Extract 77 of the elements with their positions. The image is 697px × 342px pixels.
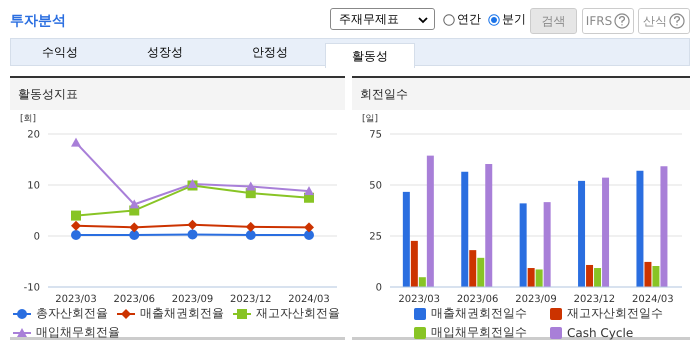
x-tick-label: 2024/03 bbox=[288, 294, 330, 306]
point bbox=[188, 229, 198, 240]
y-tick-label: 20 bbox=[27, 130, 40, 141]
point bbox=[71, 210, 81, 221]
text: 연간 bbox=[457, 11, 481, 28]
y-axis-title: [회] bbox=[20, 113, 36, 125]
bar bbox=[652, 266, 660, 287]
x-tick-label: 2023/03 bbox=[55, 294, 97, 306]
bar bbox=[644, 262, 652, 287]
point bbox=[304, 186, 314, 196]
point bbox=[304, 222, 314, 232]
bar bbox=[426, 156, 434, 287]
bar bbox=[578, 180, 586, 287]
bar bbox=[602, 178, 610, 287]
legend-label: 재고자산회전일수 bbox=[567, 305, 663, 322]
bar bbox=[418, 277, 426, 287]
bar bbox=[636, 170, 644, 287]
text: IFRS bbox=[586, 14, 612, 28]
bar bbox=[586, 264, 594, 287]
text: 검색 bbox=[542, 12, 566, 30]
x-tick-label: 2023/09 bbox=[172, 294, 214, 306]
bar bbox=[660, 166, 668, 287]
bar bbox=[469, 250, 476, 287]
text: 수익성 bbox=[42, 44, 78, 60]
x-tick-label: 2023/12 bbox=[574, 294, 616, 306]
bar bbox=[485, 164, 492, 287]
point bbox=[246, 182, 256, 191]
legend-label: 매출채권회전율 bbox=[140, 305, 224, 322]
bar bbox=[477, 258, 484, 287]
bar bbox=[410, 240, 418, 287]
text: 안정성 bbox=[252, 44, 288, 60]
y-tick-label: 50 bbox=[369, 180, 382, 192]
point bbox=[71, 138, 81, 147]
y-tick-label: 0 bbox=[376, 282, 382, 294]
chart-title: 활동성지표 bbox=[10, 78, 345, 110]
bar bbox=[536, 269, 543, 287]
text: 투자분석 bbox=[10, 12, 66, 30]
y-tick-label: -10 bbox=[24, 282, 40, 294]
bar bbox=[461, 172, 468, 287]
point bbox=[188, 220, 198, 230]
bar bbox=[544, 202, 551, 287]
point bbox=[71, 230, 81, 240]
legend-label: 총자산회전율 bbox=[36, 305, 108, 322]
legend-label: 매출채권회전일수 bbox=[431, 305, 527, 322]
point bbox=[129, 230, 140, 240]
legend-label: 매입채무회전율 bbox=[36, 324, 120, 341]
x-tick-label: 2023/09 bbox=[515, 294, 557, 306]
point bbox=[304, 230, 314, 240]
point bbox=[129, 199, 140, 208]
y-tick-label: 25 bbox=[369, 232, 382, 243]
text: 분기 bbox=[502, 11, 526, 28]
text: 성장성 bbox=[147, 44, 183, 60]
bar bbox=[528, 268, 535, 287]
bar bbox=[402, 192, 410, 287]
x-tick-label: 2023/06 bbox=[456, 294, 498, 306]
bar bbox=[520, 203, 527, 287]
text: 활동성 bbox=[352, 48, 388, 64]
y-tick-label: 75 bbox=[369, 130, 382, 141]
y-axis-title: [일] bbox=[362, 113, 378, 125]
y-tick-label: 10 bbox=[27, 180, 40, 192]
point bbox=[71, 220, 81, 231]
x-tick-label: 2024/03 bbox=[632, 294, 674, 306]
point bbox=[246, 230, 256, 240]
text: 주재무제표 bbox=[339, 10, 399, 28]
legend-label: Cash Cycle bbox=[567, 326, 634, 340]
text: 산식 bbox=[643, 12, 667, 30]
x-tick-label: 2023/12 bbox=[230, 294, 272, 306]
x-tick-label: 2023/06 bbox=[113, 294, 156, 306]
point bbox=[129, 222, 140, 232]
point bbox=[188, 178, 198, 188]
y-tick-label: 0 bbox=[34, 232, 40, 243]
x-tick-label: 2023/03 bbox=[398, 294, 440, 306]
legend-label: 재고자산회전율 bbox=[256, 305, 340, 322]
point bbox=[246, 222, 256, 232]
bar bbox=[594, 268, 602, 287]
legend-label: 매입채무회전일수 bbox=[431, 324, 527, 341]
chart-title: 회전일수 bbox=[352, 78, 690, 110]
